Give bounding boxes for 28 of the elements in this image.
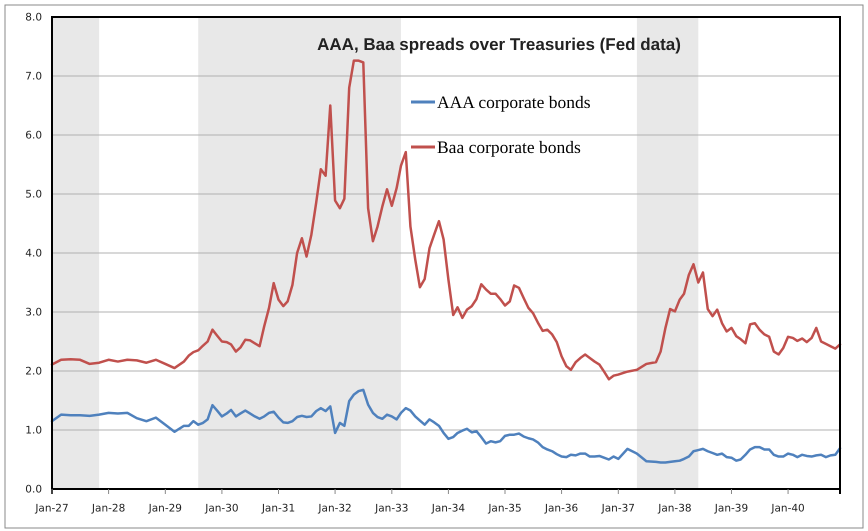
y-tick-label: 2.0 [25,365,42,378]
x-tick-label: Jan-39 [714,502,748,514]
x-tick-label: Jan-33 [374,502,408,514]
x-tick-label: Jan-40 [770,502,805,514]
text: AAA, Baa spreads over Treasuries (Fed data) [317,35,681,54]
y-tick-label: 1.0 [25,424,42,436]
y-tick-label: 4.0 [25,247,42,260]
legend-label: Baa corporate bonds [437,137,582,157]
x-tick-label: Jan-31 [260,502,296,514]
x-tick-label: Jan-37 [600,502,635,514]
x-tick-label: Jan-34 [430,502,466,514]
y-tick-label: 6.0 [25,129,42,142]
line-series [50,59,842,381]
y-tick-label: 5.0 [25,188,42,200]
y-tick-label: 7.0 [25,70,42,82]
y-tick-label: 8.0 [25,11,42,24]
line-series [50,388,842,464]
x-tick-label: Jan-29 [148,502,182,514]
x-tick-label: Jan-30 [204,502,239,514]
y-tick-label: 0.0 [25,483,42,496]
x-tick-label: Jan-32 [317,502,352,514]
x-tick-label: Jan-38 [657,502,692,514]
x-tick-label: Jan-36 [544,502,579,514]
x-tick-label: Jan-27 [34,502,69,514]
x-tick-label: Jan-35 [487,502,522,514]
legend-label: AAA corporate bonds [437,92,591,112]
x-tick-label: Jan-28 [90,502,126,514]
y-tick-label: 3.0 [25,306,42,318]
